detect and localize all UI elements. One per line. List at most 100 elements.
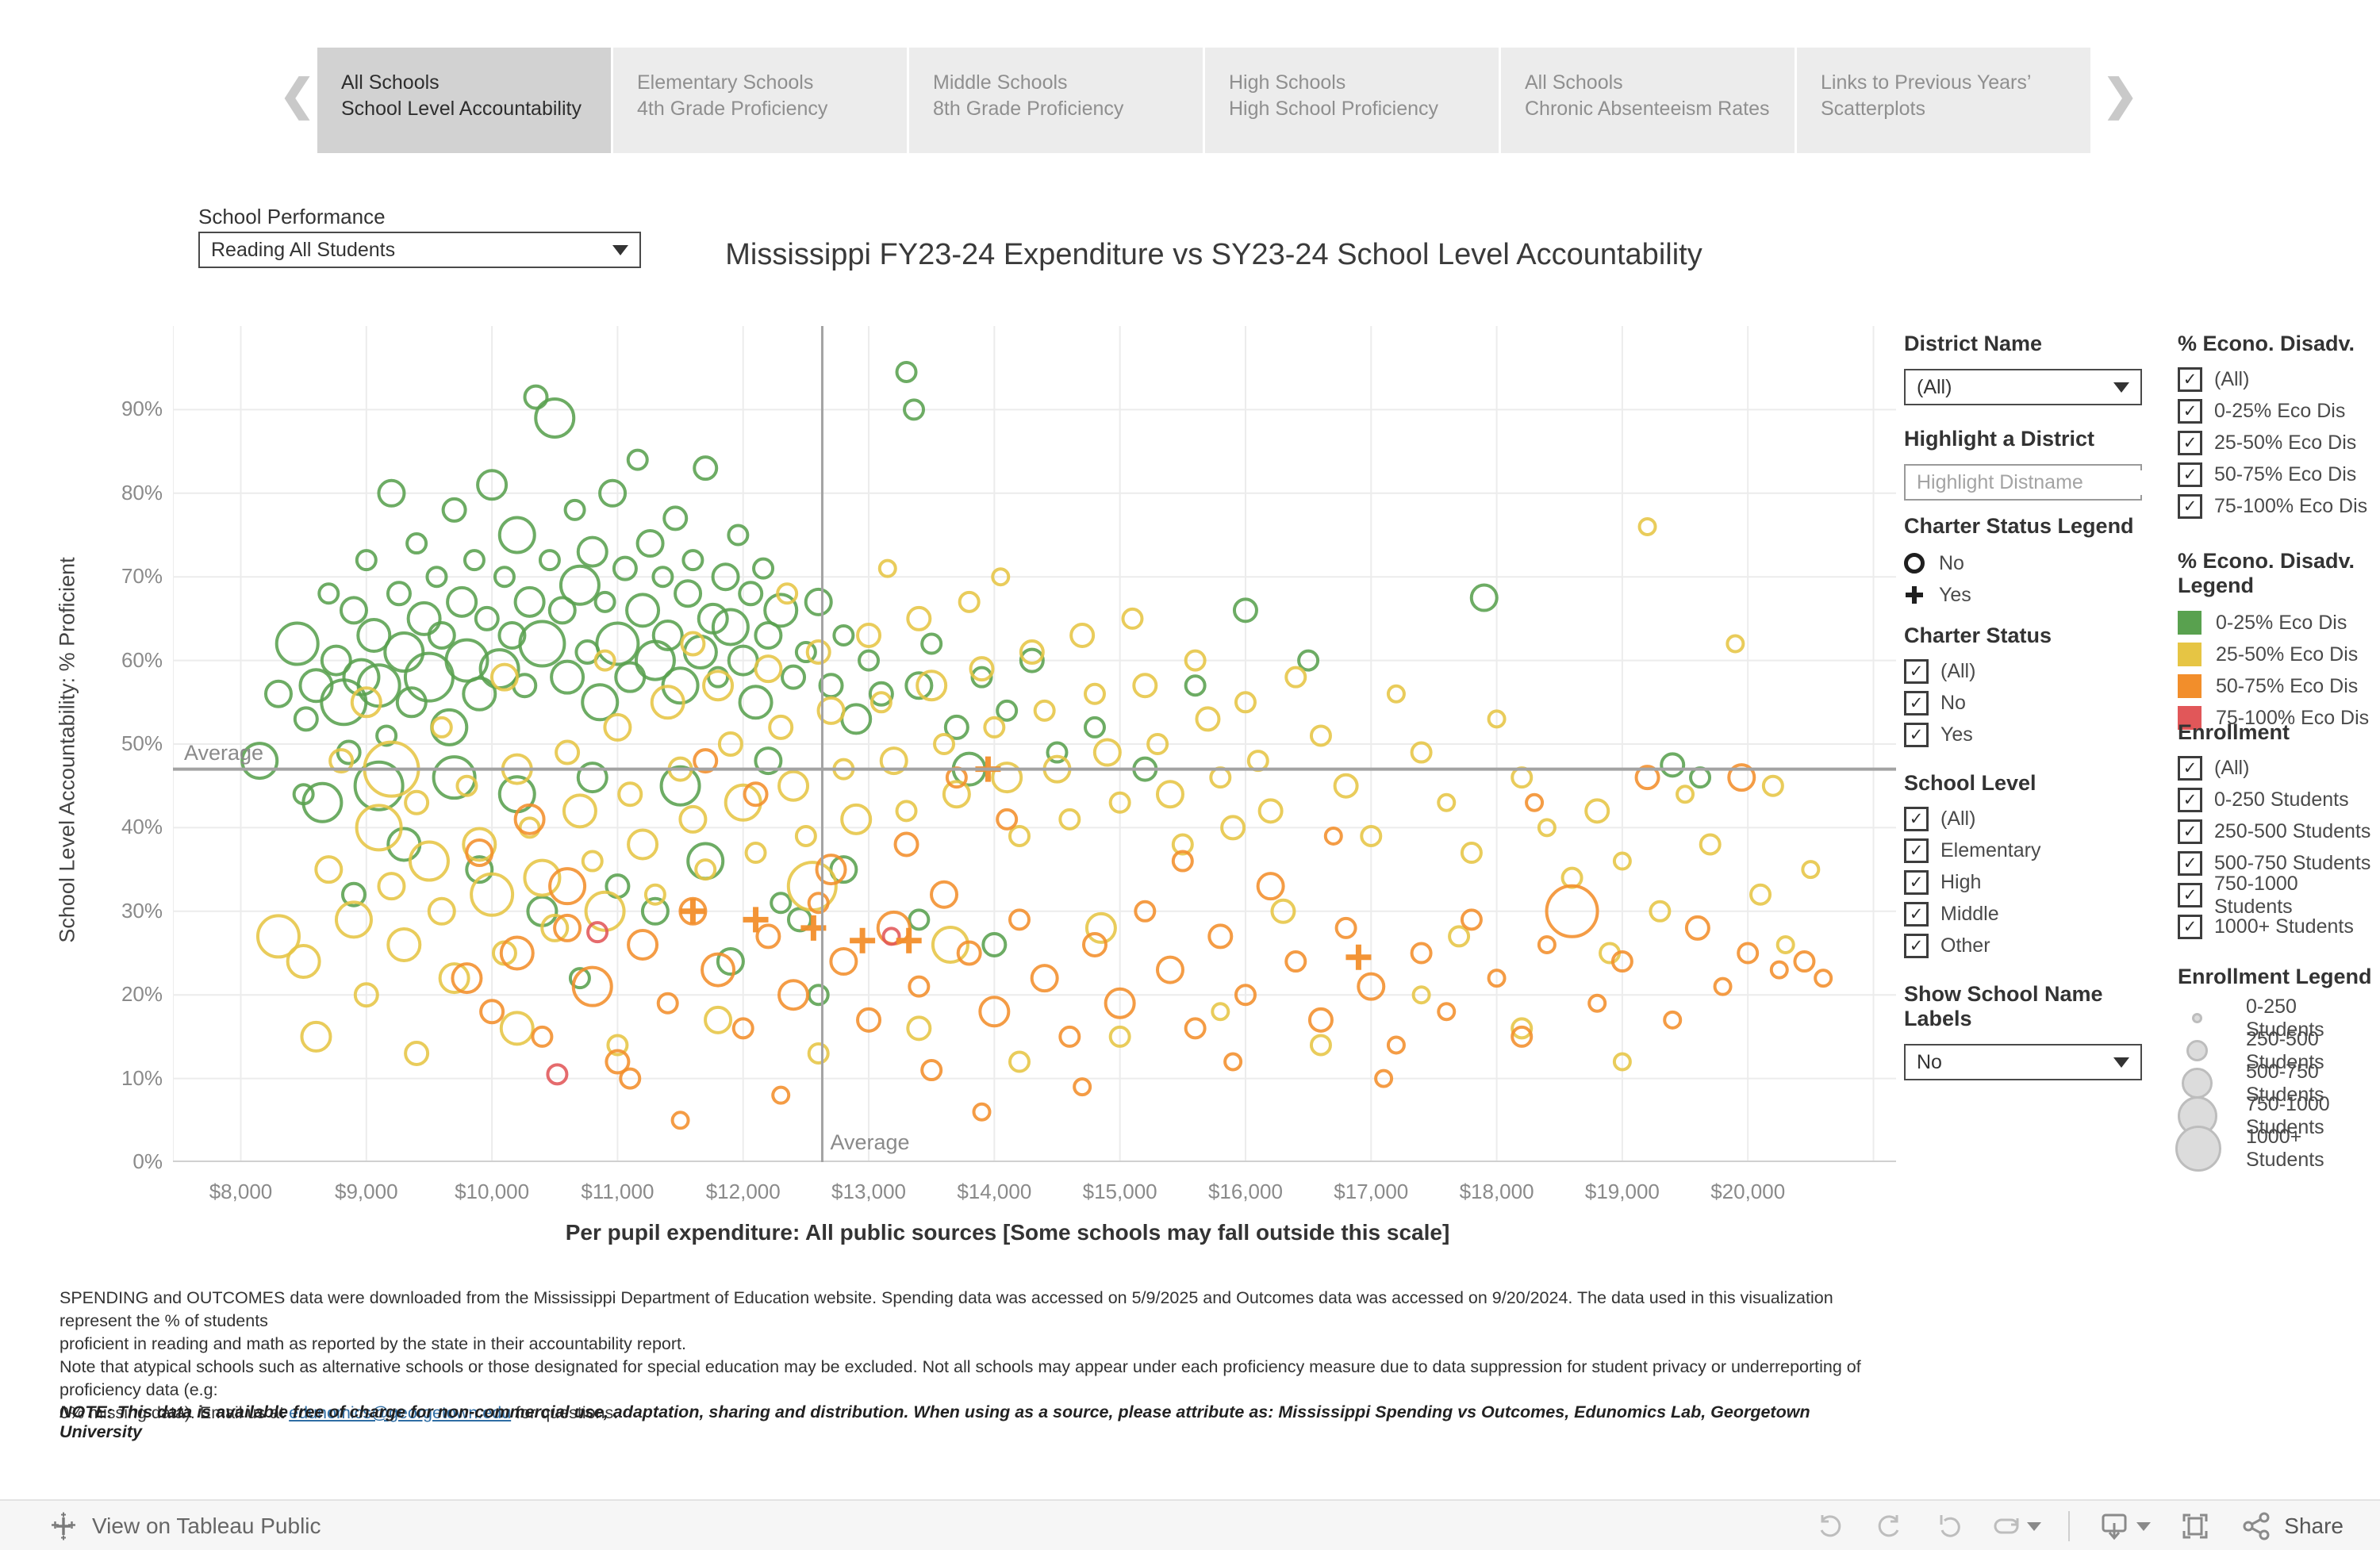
school-bubble (1195, 706, 1221, 732)
legend-item-red[interactable]: 75-100% Eco Dis (2178, 706, 2380, 730)
reset-button[interactable] (1932, 1510, 1964, 1542)
checkbox-level-all[interactable]: ✓ (All) (1904, 807, 2142, 831)
orange-swatch-icon (2178, 674, 2202, 698)
checkbox-checked-icon: ✓ (1904, 691, 1929, 716)
show-labels-dropdown[interactable]: No (1904, 1044, 2142, 1080)
school-performance-dropdown[interactable]: Reading All Students (198, 232, 641, 268)
school-bubble (1069, 622, 1096, 648)
school-bubble (869, 691, 892, 714)
school-bubble (1511, 766, 1534, 789)
checkbox-eco-25-50[interactable]: ✓ 25-50% Eco Dis (2178, 431, 2380, 455)
tab-chronic-absenteeism[interactable]: All Schools Chronic Absenteeism Rates (1501, 48, 1795, 153)
scatter-plot[interactable] (172, 326, 1896, 1166)
checkbox-charter-yes[interactable]: ✓ Yes (1904, 723, 2142, 747)
tabs-scroll-right-icon[interactable]: ❯ (2102, 71, 2139, 119)
school-bubble (1769, 960, 1789, 980)
school-bubble (651, 566, 674, 589)
view-on-tableau-public[interactable]: View on Tableau Public (48, 1510, 321, 1542)
tab-line2: 8th Grade Proficiency (933, 98, 1124, 120)
tab-line2: School Level Accountability (341, 98, 582, 120)
checkbox-charter-no[interactable]: ✓ No (1904, 691, 2142, 716)
checkbox-enroll-0-250[interactable]: ✓ 0-250 Students (2178, 788, 2380, 812)
school-bubble (1108, 1025, 1131, 1048)
checkbox-level-elementary[interactable]: ✓ Elementary (1904, 838, 2142, 863)
checkbox-checked-icon: ✓ (1904, 870, 1929, 895)
download-button[interactable] (2097, 1509, 2152, 1544)
school-bubble (298, 668, 334, 704)
school-bubble (877, 558, 897, 578)
chevron-down-icon (2113, 1057, 2129, 1068)
tab-8th-grade-proficiency[interactable]: Middle Schools 8th Grade Proficiency (909, 48, 1203, 153)
footer-line: Note that atypical schools such as alter… (60, 1357, 1861, 1399)
checkbox-enroll-250-500[interactable]: ✓ 250-500 Students (2178, 819, 2380, 844)
footer-notes: SPENDING and OUTCOMES data were download… (60, 1287, 1892, 1425)
tab-4th-grade-proficiency[interactable]: Elementary Schools 4th Grade Proficiency (613, 48, 907, 153)
checkbox-eco-all[interactable]: ✓ (All) (2178, 367, 2380, 392)
legend-item-orange[interactable]: 50-75% Eco Dis (2178, 674, 2380, 698)
school-bubble (807, 892, 830, 915)
charter-legend-yes-label: Yes (1939, 583, 1971, 606)
school-bubble (1511, 1025, 1534, 1048)
checkbox-eco-50-75[interactable]: ✓ 50-75% Eco Dis (2178, 462, 2380, 487)
redo-button[interactable] (1873, 1510, 1905, 1542)
school-bubble (479, 999, 505, 1025)
ytick-label: 10% (121, 1065, 163, 1090)
xtick-label: $20,000 (1710, 1180, 1786, 1203)
size-legend-item: 1000+ Students (2175, 1125, 2380, 1172)
school-bubble (755, 923, 781, 950)
school-bubble (1386, 684, 1406, 704)
checkbox-enroll-all[interactable]: ✓ (All) (2178, 756, 2380, 781)
checkbox-level-other[interactable]: ✓ Other (1904, 934, 2142, 958)
school-bubble (1284, 950, 1307, 973)
school-bubble (1146, 733, 1169, 755)
school-bubble (659, 765, 701, 807)
school-bubble (1357, 972, 1386, 1001)
charter-plus-mark (680, 898, 706, 924)
checkbox-enroll-500-750[interactable]: ✓ 500-750 Students (2178, 851, 2380, 876)
checkbox-enroll-750-1000[interactable]: ✓ 750-1000 Students (2178, 873, 2380, 918)
redo-icon (1878, 1515, 1899, 1537)
school-bubble (643, 883, 666, 906)
fullscreen-button[interactable] (2178, 1509, 2213, 1544)
school-bubble (805, 639, 831, 666)
school-bubble (427, 896, 456, 926)
tab-line2: Scatterplots (1821, 98, 1926, 120)
checkbox-eco-75-100[interactable]: ✓ 75-100% Eco Dis (2178, 494, 2380, 519)
school-bubble (674, 579, 703, 608)
share-button[interactable]: Share (2240, 1510, 2344, 1543)
checkbox-eco-0-25[interactable]: ✓ 0-25% Eco Dis (2178, 399, 2380, 424)
highlight-district-searchbox[interactable] (1904, 464, 2174, 501)
checkbox-level-high[interactable]: ✓ High (1904, 870, 2142, 895)
school-bubble (1309, 1034, 1332, 1057)
school-bubble (441, 497, 467, 523)
email-link[interactable]: edunomics@georgetown.edu (289, 1403, 512, 1422)
checkbox-level-middle[interactable]: ✓ Middle (1904, 902, 2142, 927)
school-bubble (933, 733, 956, 755)
legend-item-yellow[interactable]: 25-50% Eco Dis (2178, 643, 2380, 666)
undo-button[interactable] (1814, 1510, 1846, 1542)
school-bubble (523, 858, 562, 897)
footer-line: SPENDING and OUTCOMES data were download… (60, 1288, 1833, 1330)
legend-item-green[interactable]: 0-25% Eco Dis (2178, 611, 2380, 635)
district-name-dropdown[interactable]: (All) (1904, 369, 2142, 405)
tab-high-school-proficiency[interactable]: High Schools High School Proficiency (1205, 48, 1499, 153)
school-bubble (707, 666, 730, 689)
checkbox-charter-all[interactable]: ✓ (All) (1904, 659, 2142, 684)
school-bubble (576, 535, 608, 568)
school-bubble (704, 1005, 733, 1034)
school-bubble (1083, 716, 1106, 739)
highlight-district-input[interactable] (1915, 470, 2174, 495)
school-bubble (1104, 987, 1136, 1019)
checkbox-enroll-1000plus[interactable]: ✓ 1000+ Students (2178, 915, 2380, 939)
tabs-scroll-left-icon[interactable]: ❮ (279, 71, 316, 119)
xtick-label: $19,000 (1584, 1180, 1660, 1203)
school-bubble (702, 669, 735, 702)
tab-previous-years-scatterplots[interactable]: Links to Previous Years’ Scatterplots (1797, 48, 2090, 153)
school-bubble (738, 685, 774, 720)
school-bubble (513, 585, 546, 618)
school-bubble (771, 1085, 791, 1105)
school-bubble (1284, 666, 1307, 689)
school-bubble (627, 828, 659, 861)
refresh-button[interactable] (1990, 1510, 2042, 1542)
tab-school-level-accountability[interactable]: All Schools School Level Accountability (317, 48, 611, 153)
